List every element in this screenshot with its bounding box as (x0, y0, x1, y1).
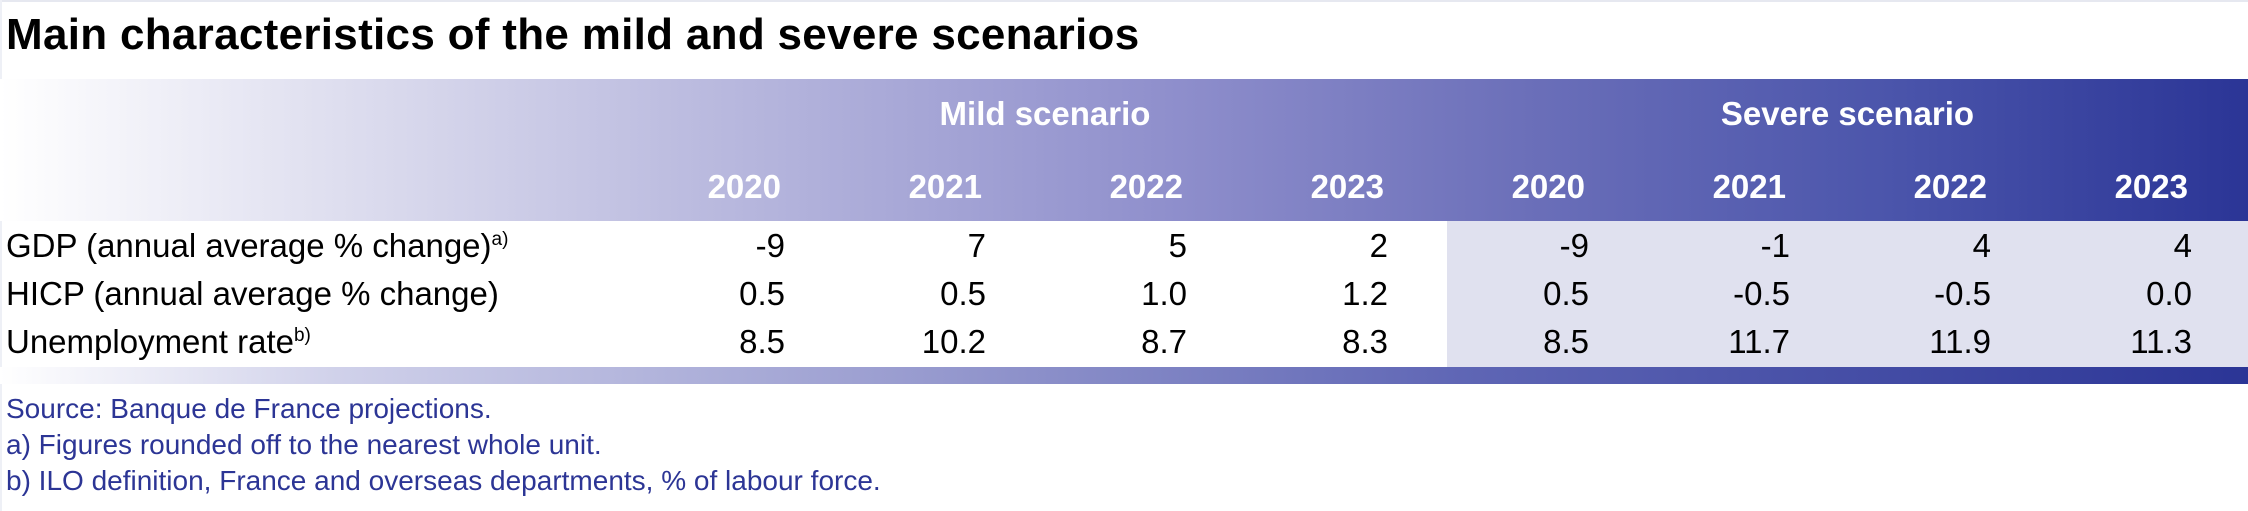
table-header-band (0, 79, 2248, 221)
mild-scenario-heading: Mild scenario (939, 95, 1151, 132)
year-header-mild-2021: 2021 (908, 168, 982, 205)
row-label-gdp: GDP (annual average % change)a) (6, 227, 508, 265)
table-cell: 0.5 (940, 275, 986, 312)
table-cell: -9 (1559, 227, 1589, 264)
table-cell: 1.0 (1141, 275, 1187, 312)
row-label-hicp: HICP (annual average % change) (6, 275, 499, 313)
table-cell: 2 (1369, 227, 1388, 264)
source-note: Source: Banque de France projections. (6, 393, 492, 424)
year-header-mild-2020: 2020 (707, 168, 781, 205)
year-header-mild-2023: 2023 (1310, 168, 1384, 205)
table-cell: 4 (2173, 227, 2192, 264)
table-cell: 11.7 (1728, 323, 1790, 360)
table-cell: 8.3 (1342, 323, 1388, 360)
table-cell: 11.3 (2130, 323, 2192, 360)
left-border (0, 0, 2, 511)
footnote-marker-a: a) (491, 229, 509, 250)
table-bottom-band (0, 367, 2248, 384)
year-header-severe-2022: 2022 (1913, 168, 1987, 205)
row-label-gdp-text: GDP (annual average % change) (6, 227, 492, 264)
table-cell: -9 (755, 227, 785, 264)
footnote-a: a) Figures rounded off to the nearest wh… (6, 429, 602, 460)
severe-scenario-heading: Severe scenario (1720, 95, 1975, 132)
footnote-marker-b: b) (293, 325, 311, 346)
table-cell: 7 (967, 227, 986, 264)
table-cell: 8.5 (1543, 323, 1589, 360)
year-header-severe-2021: 2021 (1712, 168, 1786, 205)
table-cell: 1.2 (1342, 275, 1388, 312)
row-label-unemployment: Unemployment rateb) (6, 323, 311, 361)
table-cell: -1 (1760, 227, 1790, 264)
table-cell: -0.5 (1733, 275, 1790, 312)
table-cell: 0.5 (1543, 275, 1589, 312)
table-cell: 11.9 (1929, 323, 1991, 360)
top-border (0, 0, 2248, 2)
year-header-severe-2020: 2020 (1511, 168, 1585, 205)
table-cell: 5 (1168, 227, 1187, 264)
table-cell: 8.5 (739, 323, 785, 360)
table-cell: 4 (1972, 227, 1991, 264)
table-cell: 8.7 (1141, 323, 1187, 360)
table-title: Main characteristics of the mild and sev… (6, 10, 1140, 59)
year-header-severe-2023: 2023 (2114, 168, 2188, 205)
row-label-unemployment-text: Unemployment rate (6, 323, 294, 360)
table-cell: 0.5 (739, 275, 785, 312)
footnote-b: b) ILO definition, France and overseas d… (6, 465, 881, 496)
year-header-mild-2022: 2022 (1109, 168, 1183, 205)
row-label-hicp-text: HICP (annual average % change) (6, 275, 499, 312)
severe-scenario-shading (1447, 221, 2248, 367)
table-cell: 10.2 (921, 323, 986, 360)
table-cell: 0.0 (2146, 275, 2192, 312)
table-cell: -0.5 (1934, 275, 1991, 312)
